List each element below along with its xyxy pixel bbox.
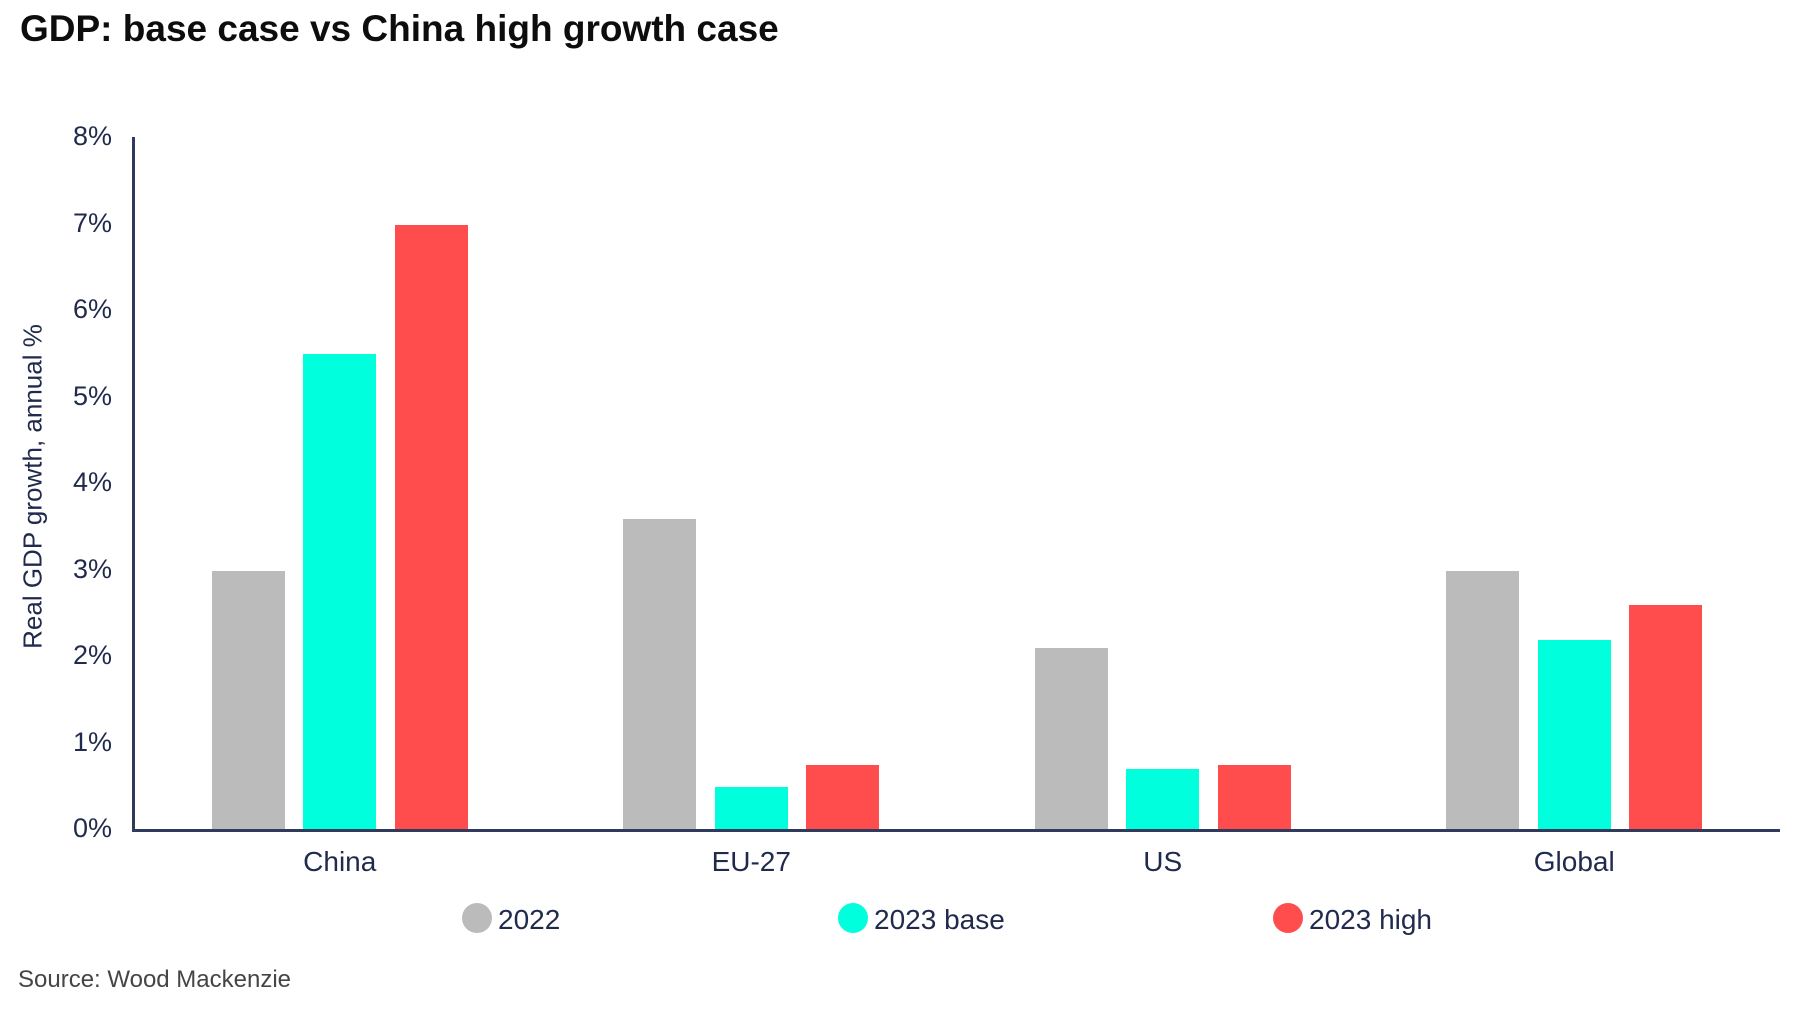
bar-2023-base-us — [1126, 769, 1200, 830]
bar-2023-high-eu-27 — [806, 765, 880, 830]
bar-2022-eu-27 — [623, 518, 697, 830]
legend-swatch-2023-base — [838, 903, 868, 933]
x-category-label: China — [303, 846, 377, 877]
bar-2023-base-global — [1537, 639, 1611, 830]
bar-2022-global — [1446, 570, 1520, 830]
source-note: Source: Wood Mackenzie — [18, 966, 292, 993]
y-tick-label: 1% — [72, 726, 112, 757]
y-tick-label: 7% — [72, 207, 112, 238]
y-tick-label: 3% — [72, 553, 112, 584]
y-tick-label: 2% — [72, 640, 112, 670]
chart-title: GDP: base case vs China high growth case — [20, 8, 779, 49]
bar-2022-us — [1034, 648, 1108, 830]
y-tick-label: 5% — [72, 380, 112, 411]
x-category-label: EU-27 — [711, 846, 791, 877]
bar-2023-high-us — [1217, 765, 1291, 830]
legend-swatch-2023-high — [1273, 903, 1303, 933]
legend-label: 2022 — [498, 904, 561, 935]
y-tick-label: 8% — [72, 121, 112, 151]
bar-2023-high-china — [394, 224, 468, 830]
y-tick-label: 0% — [72, 813, 112, 843]
bar-2023-base-eu-27 — [714, 786, 788, 830]
x-category-label: US — [1143, 846, 1183, 877]
legend-label: 2023 base — [874, 904, 1005, 935]
legend-swatch-2022 — [462, 903, 492, 933]
legend-label: 2023 high — [1309, 904, 1433, 935]
bar-2023-base-china — [303, 354, 377, 830]
bar-2022-china — [211, 570, 285, 830]
y-tick-label: 4% — [72, 467, 112, 497]
x-axis-line — [132, 829, 1780, 832]
bar-2023-high-global — [1629, 605, 1703, 830]
x-category-label: Global — [1533, 846, 1615, 877]
y-axis-line — [132, 137, 135, 832]
y-tick-label: 6% — [72, 294, 112, 324]
